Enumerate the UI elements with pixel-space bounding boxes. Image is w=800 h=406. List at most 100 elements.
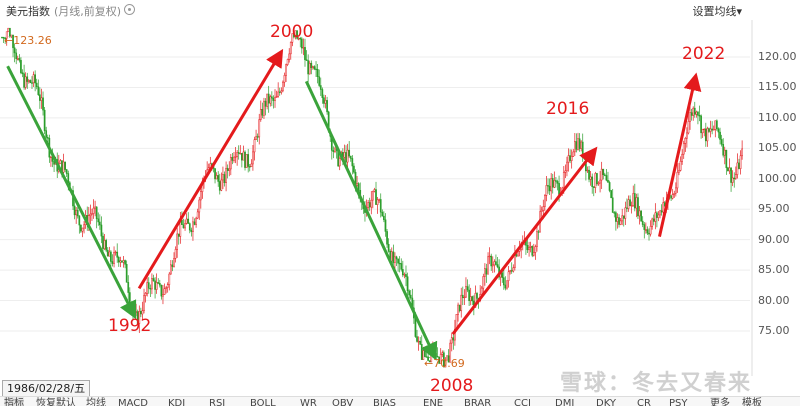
candle-body [540,209,543,212]
candle-body [458,304,461,312]
candle-body [26,76,29,82]
candle-body [300,38,303,49]
tab-6[interactable]: BOLL [250,398,276,406]
candle-body [487,256,489,275]
candle-body [739,155,742,169]
candle-body [659,210,661,216]
candle-body [379,199,382,213]
candle-body [424,350,426,357]
candle-body [408,290,410,296]
tab-11[interactable]: BRAR [464,398,492,406]
candle-body [312,66,314,68]
candle-body [689,112,691,122]
candle-body [308,62,311,75]
candle-body [117,257,120,263]
label-2000: 2000 [270,22,314,42]
low-price-label: ←70.69 [424,357,465,370]
candle-body [125,264,128,283]
candle-body [679,160,682,171]
candle-body [80,224,82,232]
y-tick-label: 95.00 [758,202,790,216]
candle-body [199,191,202,201]
tab-2[interactable]: 均线 [86,398,106,406]
candle-body [449,342,452,363]
candle-body [263,100,265,116]
candle-body [177,233,180,237]
candle-body [649,226,652,235]
candle-body [62,161,65,173]
candle-body [544,195,546,207]
candle-body [13,47,16,54]
tab-10[interactable]: ENE [423,398,444,406]
tab-9[interactable]: BIAS [373,398,396,406]
tab-0[interactable]: 指标 [4,397,24,406]
tab-8[interactable]: OBV [332,398,354,406]
candle-body [515,254,518,257]
candle-body [100,224,103,237]
candle-body [245,154,248,168]
candle-body [65,169,68,174]
y-tick-label: 120.00 [758,50,797,63]
trend-arrow-1992-2000 [137,48,284,290]
candle-body [94,206,96,209]
candle-body [256,136,259,138]
candle-body [446,355,448,361]
candle-body [687,121,690,134]
candle-body [532,252,535,256]
candle-body [326,100,328,113]
candle-body [684,138,687,144]
candle-body [29,80,32,83]
ma-setting-button[interactable]: 设置均线▾ [692,5,742,18]
candle-body [318,76,321,86]
candle-body [476,293,478,299]
tab-15[interactable]: CR [637,398,651,406]
candle-body [128,292,131,304]
candle-body [76,210,79,217]
candle-body [435,353,437,357]
candle-body [121,260,123,263]
candle-body [452,337,455,341]
candle-body [315,68,317,71]
candle-body [570,156,573,161]
candle-body [173,258,175,267]
gear-icon[interactable] [124,4,135,15]
candle-body [466,286,469,291]
tab-13[interactable]: DMI [555,398,575,406]
candle-body [89,213,92,217]
candle-body [534,246,537,253]
candle-body [31,82,33,84]
candle-body [146,282,149,294]
candle-body [613,212,616,214]
candlestick-chart [0,20,753,376]
candle-body [682,143,685,155]
tab-4[interactable]: KDJ [168,398,186,406]
candle-body [730,167,732,183]
candle-body [45,130,48,138]
candle-body [734,174,737,179]
candle-body [353,165,355,173]
candle-body [555,180,557,182]
tab-7[interactable]: WR [300,398,317,406]
candle-body [370,199,373,208]
candle-body [275,96,278,98]
tab-1[interactable]: 恢复默认 [36,398,76,406]
tab-16[interactable]: PSY [669,398,688,406]
candle-body [225,167,227,183]
candle-body [564,170,567,173]
candle-body [302,47,305,49]
tab-17[interactable]: 更多 [710,398,730,406]
candle-body [725,149,728,169]
candle-body [471,296,474,302]
candle-body [46,136,49,139]
candle-body [495,261,497,265]
candle-body [247,154,250,167]
tab-5[interactable]: RSI [209,398,226,406]
candle-body [151,278,153,290]
tab-12[interactable]: CCI [514,398,531,406]
tab-3[interactable]: MACD [118,398,148,406]
y-tick-label: 115.00 [758,80,797,94]
candle-body [569,155,571,161]
candle-body [731,177,734,183]
tab-14[interactable]: DKY [596,398,617,406]
tab-18[interactable]: 模板 [742,398,762,406]
